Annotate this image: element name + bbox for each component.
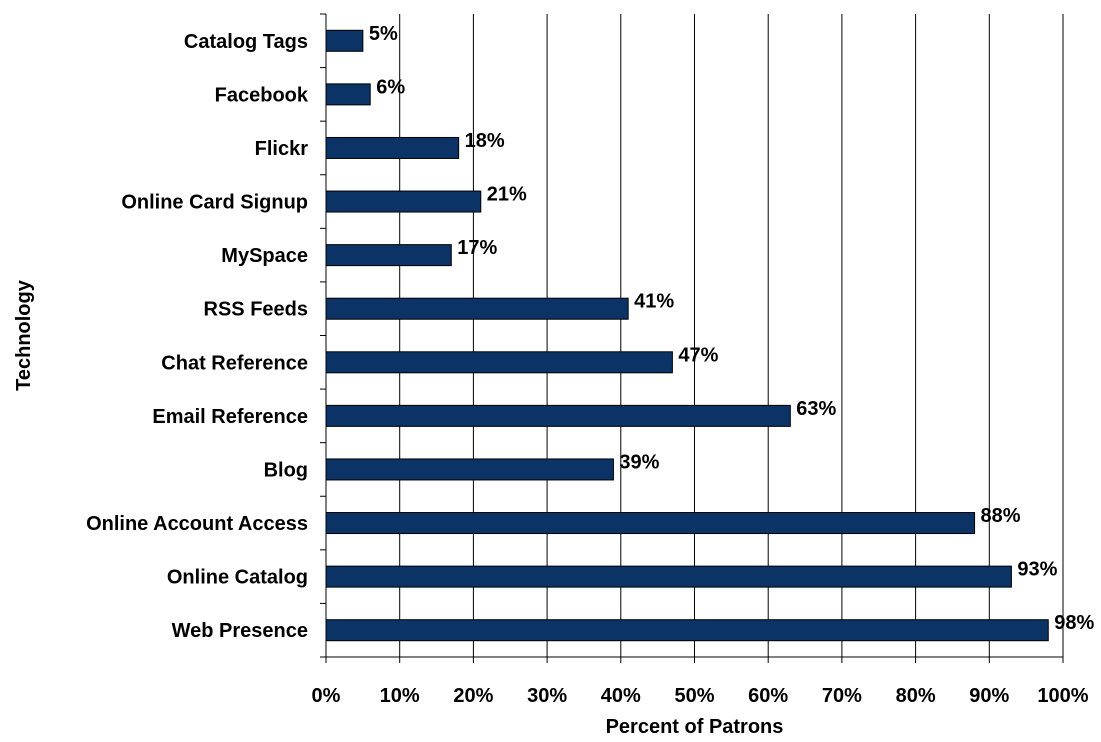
x-tick-label: 60% [748,685,788,707]
bar [325,29,364,52]
category-labels: Catalog Tags Facebook Flickr Online Card Si… [86,31,309,642]
x-tick-label: 40% [601,685,641,707]
bar [325,297,629,320]
bar [325,404,791,427]
category-label: Facebook [215,84,309,106]
bars [325,29,1049,642]
bar [325,83,371,106]
y-axis-title: Technology [13,279,35,391]
bar [325,619,1049,642]
data-label: 21% [487,184,527,206]
bar [325,351,673,374]
bar [325,244,452,267]
data-label: 6% [376,76,405,98]
data-label: 98% [1054,612,1094,634]
category-label: Online Catalog [167,567,308,589]
data-label: 18% [465,130,505,152]
data-label: 47% [678,344,718,366]
x-tick-label: 90% [969,685,1009,707]
category-label: Online Card Signup [121,192,308,214]
x-tick-label: 20% [453,685,493,707]
category-label: Catalog Tags [184,31,308,53]
data-label: 17% [457,237,497,259]
bar [325,512,976,535]
bar [325,565,1012,588]
data-label: 63% [796,398,836,420]
data-label: 5% [369,23,398,45]
category-label: Flickr [255,138,309,160]
value-labels: 5% 6% 18% 21% 17% 41% 47% 63% 39% 88% 93% 98% [369,23,1095,634]
category-label: Chat Reference [161,352,308,374]
bar [325,136,460,159]
x-tick-label: 100% [1037,685,1088,707]
bar [325,190,482,213]
x-tick-label: 30% [527,685,567,707]
data-label: 88% [981,505,1021,527]
x-tick-label: 70% [822,685,862,707]
data-label: 41% [634,291,674,313]
x-tick-label: 0% [312,685,341,707]
bar [325,458,614,481]
gridlines [399,14,1064,657]
x-tick-labels: 0% 10% 20% 30% 40% 50% 60% 70% 80% 90% 100% [312,685,1089,707]
x-tick-label: 80% [896,685,936,707]
category-label: RSS Feeds [204,299,308,321]
axes [320,13,1064,663]
category-label: Online Account Access [86,513,308,535]
category-label: MySpace [221,245,308,267]
category-label: Blog [264,459,308,481]
category-label: Email Reference [152,406,308,428]
category-label: Web Presence [172,620,308,642]
x-axis-title: Percent of Patrons [606,716,784,738]
x-tick-label: 10% [380,685,420,707]
data-label: 93% [1017,559,1057,581]
x-tick-label: 50% [674,685,714,707]
data-label: 39% [619,451,659,473]
